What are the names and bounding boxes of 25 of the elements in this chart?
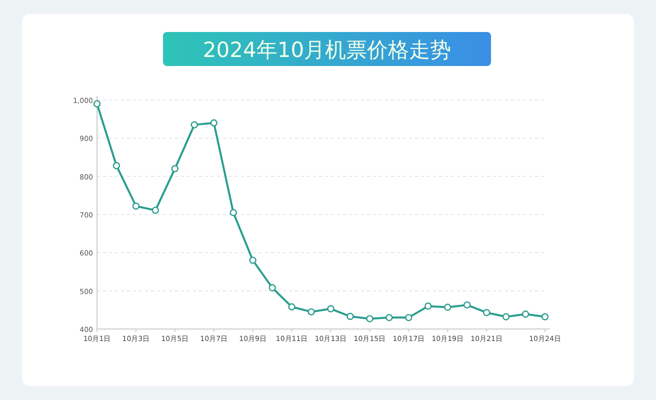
chart-title: 2024年10月机票价格走势 bbox=[202, 38, 452, 62]
point bbox=[112, 162, 120, 170]
point bbox=[405, 314, 412, 322]
point bbox=[132, 202, 140, 210]
point bbox=[463, 301, 471, 309]
point bbox=[190, 121, 198, 128]
point bbox=[230, 208, 237, 216]
point bbox=[288, 303, 296, 310]
point bbox=[366, 315, 374, 322]
point bbox=[424, 302, 432, 310]
point bbox=[346, 312, 354, 320]
point bbox=[541, 313, 549, 320]
point bbox=[210, 119, 218, 126]
point bbox=[482, 308, 490, 316]
point bbox=[502, 313, 510, 320]
point bbox=[171, 165, 179, 172]
point bbox=[522, 310, 530, 318]
point bbox=[308, 308, 315, 316]
point bbox=[327, 305, 334, 312]
point bbox=[386, 314, 393, 322]
point bbox=[444, 304, 452, 311]
point bbox=[268, 284, 276, 292]
point bbox=[249, 256, 256, 264]
point bbox=[93, 100, 101, 108]
point bbox=[152, 206, 160, 214]
